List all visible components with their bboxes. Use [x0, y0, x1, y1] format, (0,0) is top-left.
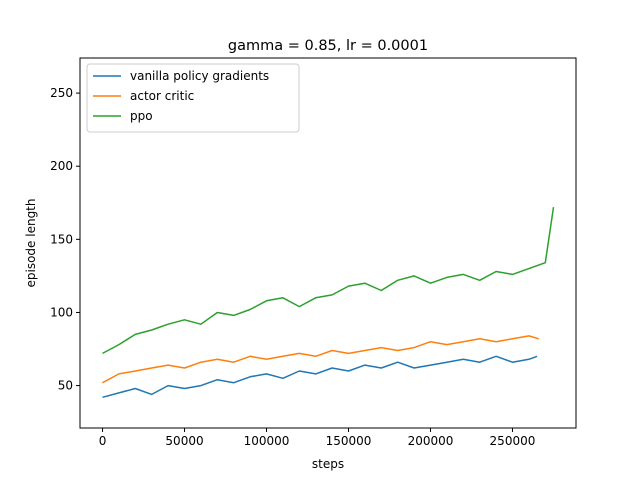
- x-tick-label: 200000: [408, 434, 454, 448]
- legend-label-3: ppo: [130, 109, 153, 123]
- series-line-2: [102, 335, 539, 384]
- legend-label-1: vanilla policy gradients: [130, 69, 269, 83]
- x-tick-label: 0: [99, 434, 107, 448]
- y-tick-label: 250: [50, 86, 73, 100]
- y-tick-label: 50: [58, 379, 73, 393]
- x-tick-label: 50000: [165, 434, 203, 448]
- legend-label-2: actor critic: [130, 89, 194, 103]
- series-line-3: [102, 207, 555, 355]
- legend-box: [86, 63, 300, 133]
- y-axis: 50 100 150 200 250: [50, 86, 80, 393]
- chart-title: gamma = 0.85, lr = 0.0001: [228, 38, 428, 54]
- legend: vanilla policy gradients actor critic ppo: [86, 63, 300, 133]
- y-axis-label: episode length: [24, 199, 38, 288]
- plot-lines-group: [102, 207, 555, 399]
- x-tick-label: 150000: [326, 434, 372, 448]
- y-tick-label: 200: [50, 159, 73, 173]
- x-tick-label: 100000: [244, 434, 290, 448]
- series-line-1: [102, 355, 538, 399]
- y-tick-label: 100: [50, 305, 73, 319]
- x-tick-label: 250000: [490, 434, 536, 448]
- x-axis-label: steps: [312, 457, 344, 471]
- axes-frame: [79, 57, 577, 429]
- x-axis: 0 50000 100000 150000 200000 250000: [99, 428, 536, 448]
- y-tick-label: 150: [50, 232, 73, 246]
